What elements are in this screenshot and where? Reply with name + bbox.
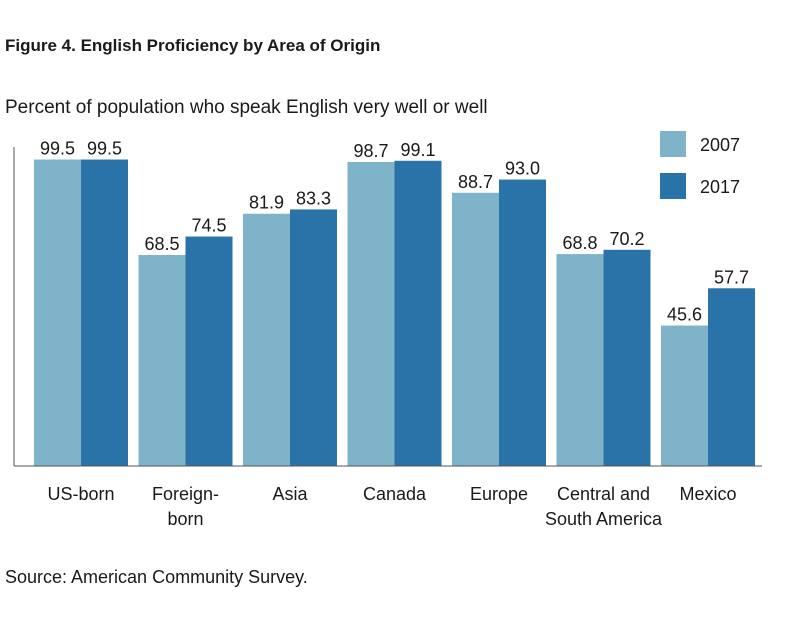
x-tick-label-4-0: Europe <box>470 484 528 504</box>
value-labels-group: 99.5 99.5 68.5 74.5 81.9 83.3 98.7 99.1 88.7 93.0… <box>40 139 749 325</box>
chart-title: Figure 4. English Proficiency by Area of… <box>5 36 381 55</box>
legend-label-2017: 2017 <box>700 177 740 197</box>
value-label-2017-0: 99.5 <box>87 139 122 159</box>
value-label-2017-3: 99.1 <box>400 140 435 160</box>
x-tick-label-1-1: born <box>167 509 203 529</box>
chart-subtitle: Percent of population who speak English … <box>5 97 488 118</box>
bar-2007-4 <box>452 192 499 466</box>
legend: 2007 2017 <box>660 131 740 199</box>
legend-label-2007: 2007 <box>700 135 740 155</box>
x-tick-label-3-0: Canada <box>363 484 427 504</box>
x-tick-label-5-0: Central and <box>557 484 650 504</box>
value-label-2007-1: 68.5 <box>144 234 179 254</box>
source-note: Source: American Community Survey. <box>5 567 308 587</box>
bar-2017-0 <box>81 159 128 467</box>
value-label-2007-3: 98.7 <box>353 141 388 161</box>
x-tick-label-5-1: South America <box>545 509 663 529</box>
bar-2007-0 <box>34 159 81 467</box>
value-label-2017-1: 74.5 <box>191 216 226 236</box>
bar-2017-5 <box>603 249 651 466</box>
value-label-2007-0: 99.5 <box>40 139 75 159</box>
bar-2007-5 <box>556 254 604 466</box>
value-label-2017-4: 93.0 <box>505 159 540 179</box>
value-label-2007-2: 81.9 <box>249 193 284 213</box>
value-label-2007-6: 45.6 <box>667 305 702 325</box>
legend-swatch-2017 <box>660 173 686 199</box>
bar-2017-1 <box>185 236 233 466</box>
value-label-2017-6: 57.7 <box>714 267 749 287</box>
bar-2017-4 <box>499 179 546 466</box>
bar-2017-6 <box>708 288 755 466</box>
value-label-2017-2: 83.3 <box>296 188 331 208</box>
bar-2017-3 <box>394 160 442 466</box>
x-axis-labels-group: US-born Foreign-born Asia Canada Europe Centr… <box>47 484 736 529</box>
bar-2007-6 <box>661 325 708 466</box>
x-tick-label-1-0: Foreign- <box>152 484 219 504</box>
bar-2007-3 <box>347 162 395 466</box>
bars-group <box>34 159 755 467</box>
legend-swatch-2007 <box>660 131 686 157</box>
x-tick-label-2-0: Asia <box>272 484 308 504</box>
value-label-2007-5: 68.8 <box>562 233 597 253</box>
x-tick-label-0-0: US-born <box>47 484 114 504</box>
x-tick-label-6-0: Mexico <box>679 484 736 504</box>
value-label-2017-5: 70.2 <box>609 229 644 249</box>
bar-2007-2 <box>243 213 290 466</box>
value-label-2007-4: 88.7 <box>458 172 493 192</box>
bar-2017-2 <box>290 209 337 466</box>
bar-2007-1 <box>138 255 186 466</box>
